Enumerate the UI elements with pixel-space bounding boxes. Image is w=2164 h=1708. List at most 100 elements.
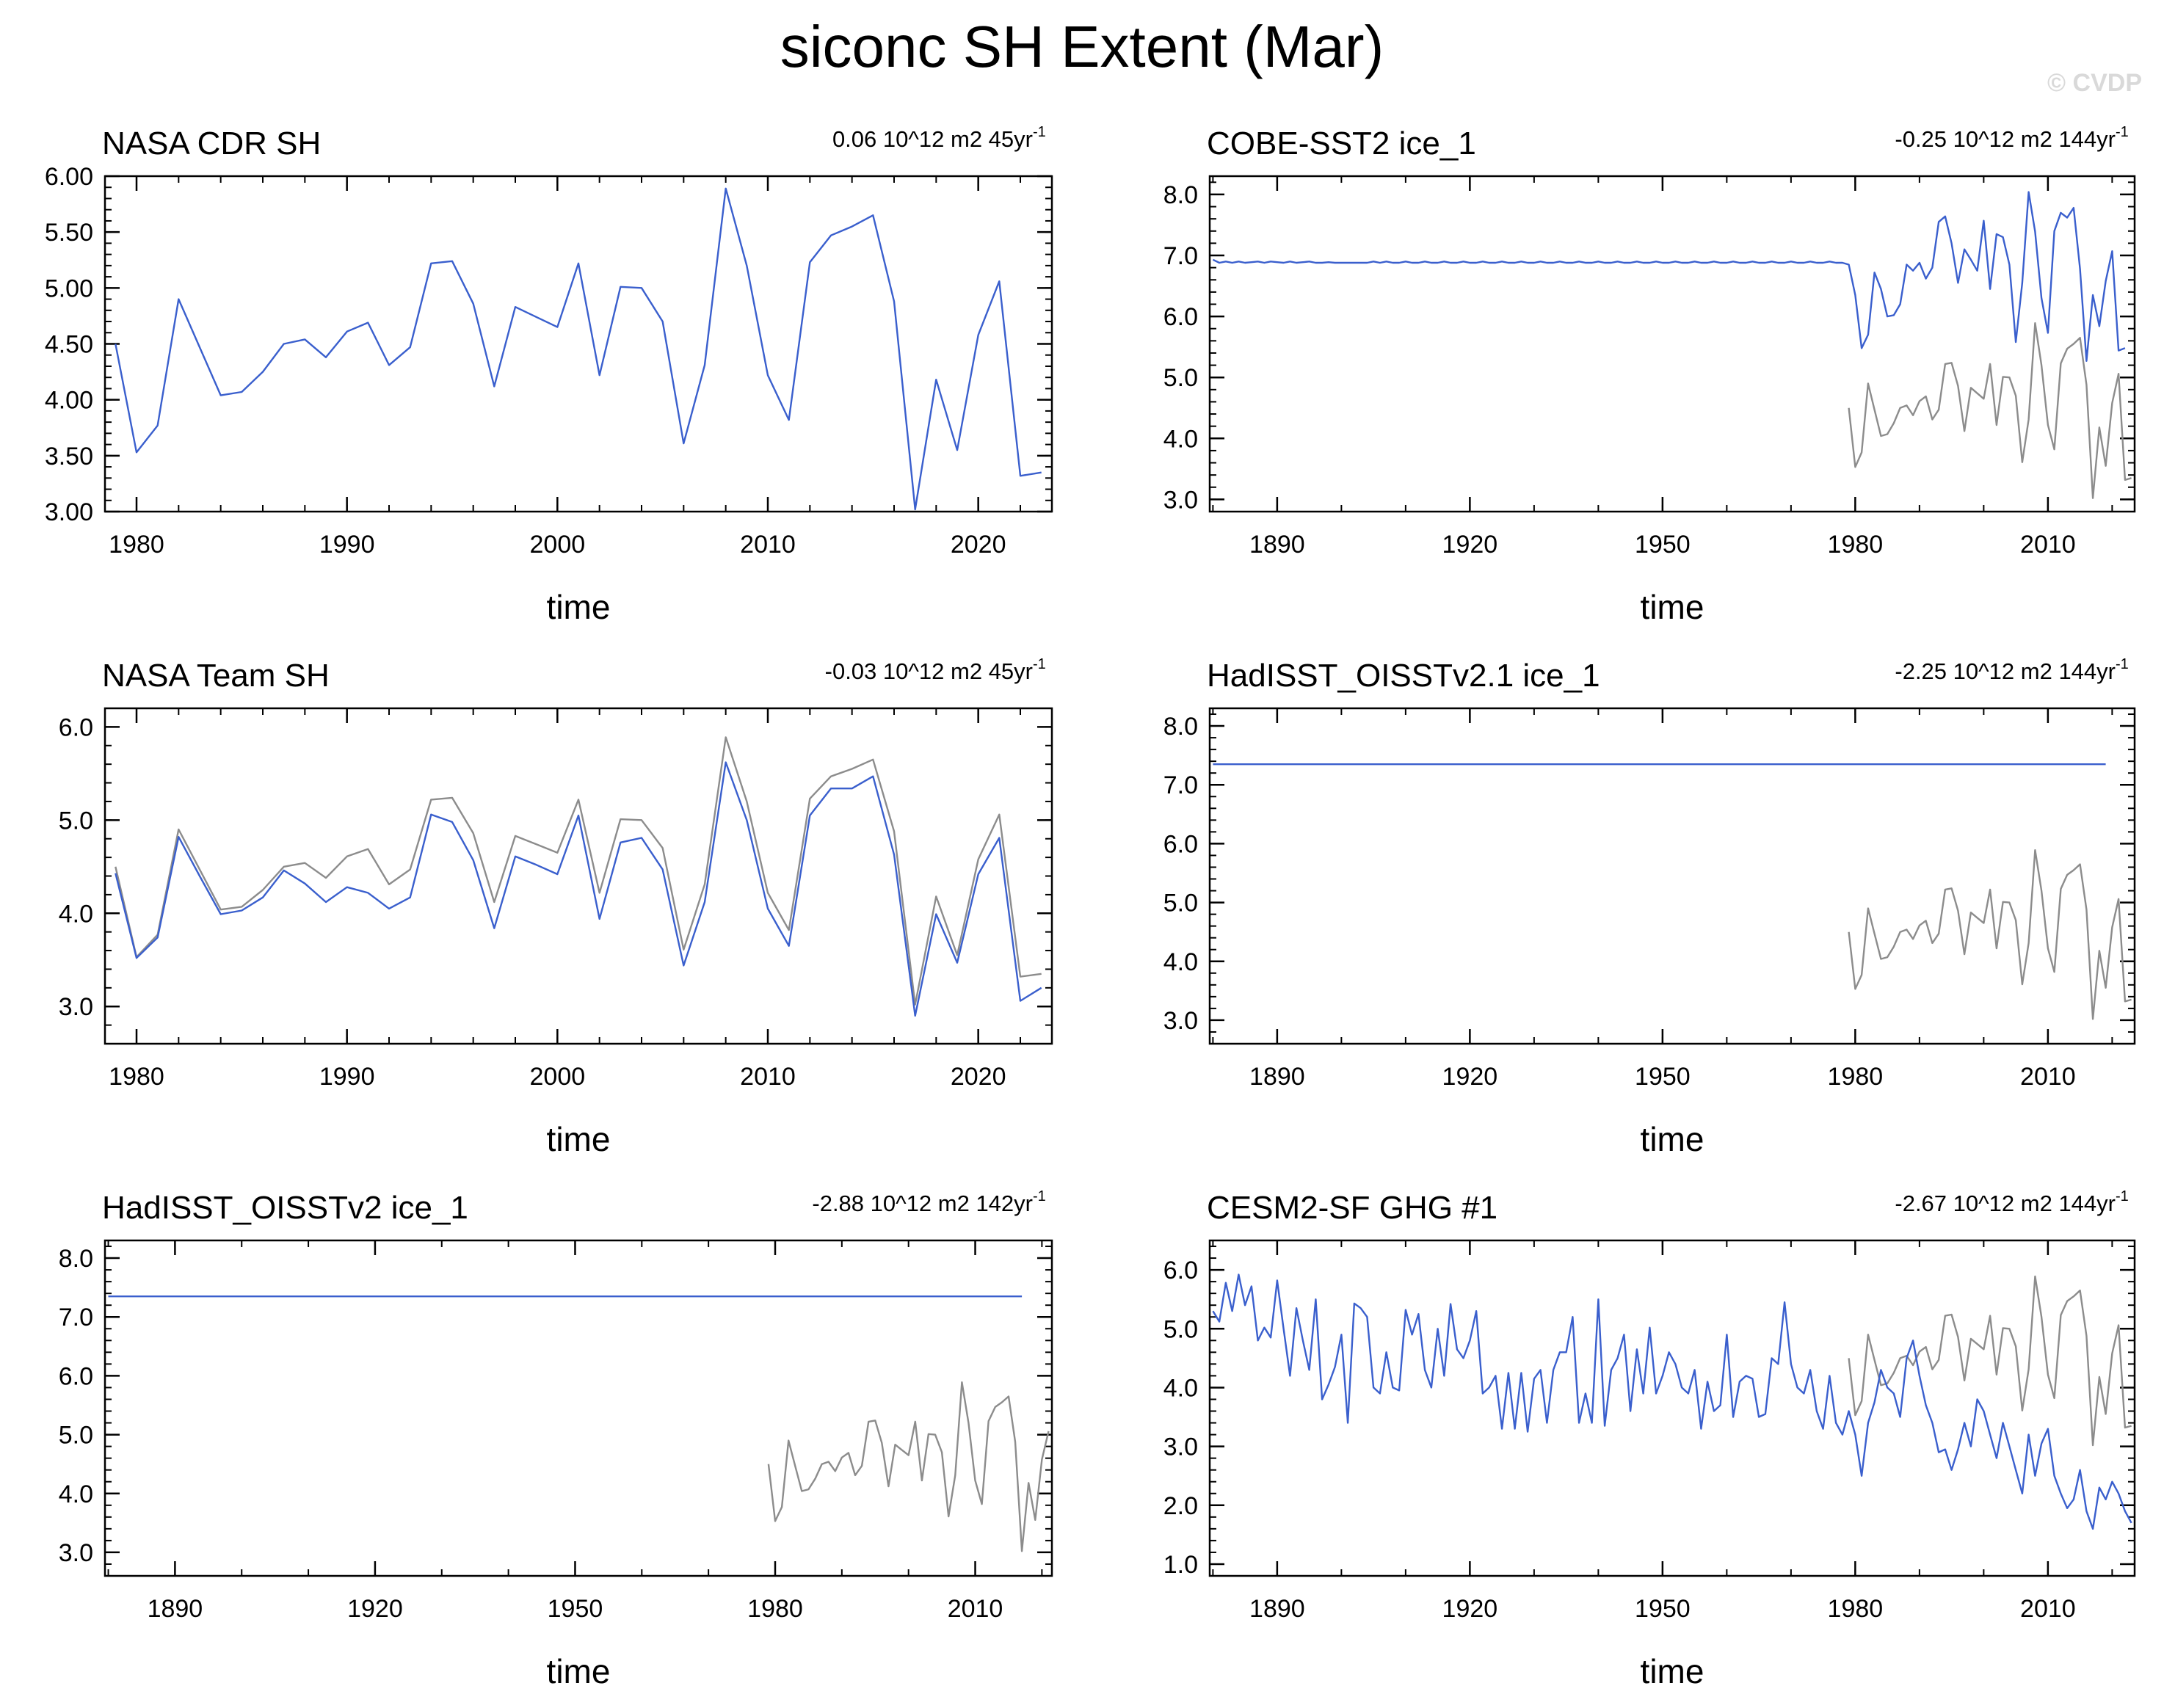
x-tick-label: 1980 xyxy=(1828,1595,1884,1623)
y-tick-label: 6.0 xyxy=(1163,1257,1198,1284)
series-line-reference xyxy=(1848,848,2132,1020)
y-tick-label: 3.0 xyxy=(1163,1007,1198,1035)
watermark: © CVDP xyxy=(2047,69,2142,97)
x-tick-label: 2010 xyxy=(2020,1595,2076,1623)
x-axis-label: time xyxy=(1641,1652,1704,1690)
plot-frame xyxy=(1208,175,2136,513)
y-tick-label: 7.0 xyxy=(1163,771,1198,799)
x-tick-label: 2000 xyxy=(530,531,586,559)
x-axis-label: time xyxy=(1641,1120,1704,1158)
y-tick-label: 5.0 xyxy=(59,807,93,835)
x-tick-label: 1980 xyxy=(747,1595,803,1623)
chart-panel-2: 1890 1920 1950 1980 2010 3.0 4.0 5.0 6.0 7.0 8.0 CO… xyxy=(1163,124,2136,626)
y-tick-label: 6.00 xyxy=(45,163,93,191)
x-tick-label: 1890 xyxy=(1249,531,1305,559)
chart-panel-5: 1890 1920 1950 1980 2010 3.0 4.0 5.0 6.0 7.0 8.0 Ha… xyxy=(59,1188,1053,1690)
y-tick-label: 8.0 xyxy=(1163,181,1198,209)
x-axis-label: time xyxy=(547,1120,611,1158)
x-tick-label: 2000 xyxy=(530,1063,586,1091)
x-tick-label: 1990 xyxy=(319,531,375,559)
y-tick-label: 6.0 xyxy=(1163,303,1198,331)
plot-frame xyxy=(104,1239,1053,1577)
x-tick-label: 2020 xyxy=(951,1063,1006,1091)
series-line-primary xyxy=(115,187,1042,511)
y-tick-label: 7.0 xyxy=(59,1304,93,1331)
x-axis-label: time xyxy=(547,1652,611,1690)
trend-exponent: -1 xyxy=(1033,1188,1046,1204)
trend-label: -2.67 10^12 m2 144yr xyxy=(1895,1191,2116,1216)
plot-frame xyxy=(1208,707,2136,1045)
x-tick-label: 1980 xyxy=(1828,1063,1884,1091)
y-tick-label: 1.0 xyxy=(1163,1551,1198,1579)
x-tick-label: 2010 xyxy=(948,1595,1003,1623)
y-tick-label: 3.50 xyxy=(45,443,93,470)
panel-title: HadISST_OISSTv2.1 ice_1 xyxy=(1207,658,1600,694)
page-title: siconc SH Extent (Mar) xyxy=(780,14,1384,79)
x-tick-label: 1920 xyxy=(1442,1063,1498,1091)
chart-panel-1: 1980 1990 2000 2010 2020 3.00 3.50 4.00 4.50 5.00… xyxy=(45,124,1053,626)
y-tick-label: 3.0 xyxy=(1163,486,1198,514)
x-tick-label: 1980 xyxy=(109,531,164,559)
trend-label: -2.25 10^12 m2 144yr xyxy=(1895,658,2116,684)
x-tick-label: 2010 xyxy=(2020,531,2076,559)
plot-frame xyxy=(104,707,1053,1045)
y-tick-label: 5.0 xyxy=(1163,890,1198,917)
x-tick-label: 2010 xyxy=(740,1063,796,1091)
x-tick-label: 1950 xyxy=(1635,531,1691,559)
panel-title: COBE-SST2 ice_1 xyxy=(1207,126,1476,161)
x-tick-label: 1990 xyxy=(319,1063,375,1091)
trend-exponent: -1 xyxy=(1033,656,1046,672)
trend-exponent: -1 xyxy=(2116,656,2129,672)
series-line-reference xyxy=(1848,322,2132,499)
x-tick-label: 1890 xyxy=(1249,1063,1305,1091)
y-tick-label: 4.0 xyxy=(59,900,93,928)
y-tick-label: 6.0 xyxy=(59,1362,93,1390)
y-tick-label: 4.00 xyxy=(45,387,93,415)
y-tick-label: 4.0 xyxy=(1163,1374,1198,1402)
y-tick-label: 3.0 xyxy=(59,993,93,1021)
x-axis-label: time xyxy=(547,588,611,626)
y-tick-label: 3.0 xyxy=(1163,1433,1198,1461)
series-line-reference xyxy=(115,736,1042,1006)
panel-title: HadISST_OISSTv2 ice_1 xyxy=(102,1190,468,1226)
y-tick-label: 2.0 xyxy=(1163,1492,1198,1520)
y-tick-label: 6.0 xyxy=(1163,830,1198,858)
panel-title: CESM2-SF GHG #1 xyxy=(1207,1190,1497,1226)
y-tick-label: 5.50 xyxy=(45,219,93,247)
x-tick-label: 1920 xyxy=(347,1595,403,1623)
x-tick-label: 1890 xyxy=(148,1595,203,1623)
x-tick-label: 1890 xyxy=(1249,1595,1305,1623)
x-tick-label: 2020 xyxy=(951,531,1006,559)
trend-exponent: -1 xyxy=(2116,124,2129,140)
trend-label: 0.06 10^12 m2 45yr xyxy=(832,126,1033,152)
y-tick-label: 4.50 xyxy=(45,331,93,359)
chart-panel-3: 1980 1990 2000 2010 2020 3.0 4.0 5.0 6.0 NASA Tea… xyxy=(59,656,1053,1158)
series-line-primary xyxy=(1212,191,2126,362)
chart-panel-6: 1890 1920 1950 1980 2010 1.0 2.0 3.0 4.0 5.0 6.0 CE… xyxy=(1163,1188,2136,1690)
y-tick-label: 8.0 xyxy=(1163,713,1198,741)
x-tick-label: 1980 xyxy=(109,1063,164,1091)
x-tick-label: 1920 xyxy=(1442,1595,1498,1623)
y-tick-label: 8.0 xyxy=(59,1245,93,1273)
x-axis-label: time xyxy=(1641,588,1704,626)
series-line-reference xyxy=(1848,1275,2132,1447)
trend-exponent: -1 xyxy=(2116,1188,2129,1204)
y-tick-label: 5.0 xyxy=(59,1422,93,1450)
y-tick-label: 4.0 xyxy=(1163,948,1198,976)
y-tick-label: 6.0 xyxy=(59,713,93,741)
trend-label: -0.03 10^12 m2 45yr xyxy=(825,658,1033,684)
series-line-primary xyxy=(1212,1273,2132,1530)
y-tick-label: 5.0 xyxy=(1163,1315,1198,1343)
series-line-reference xyxy=(767,1381,1050,1552)
y-tick-label: 5.0 xyxy=(1163,364,1198,392)
trend-exponent: -1 xyxy=(1033,124,1046,140)
y-tick-label: 3.0 xyxy=(59,1539,93,1567)
y-tick-label: 7.0 xyxy=(1163,242,1198,270)
x-tick-label: 1950 xyxy=(1635,1063,1691,1091)
trend-label: -2.88 10^12 m2 142yr xyxy=(812,1191,1033,1216)
y-tick-label: 3.00 xyxy=(45,498,93,526)
x-tick-label: 1920 xyxy=(1442,531,1498,559)
x-tick-label: 1950 xyxy=(1635,1595,1691,1623)
trend-label: -0.25 10^12 m2 144yr xyxy=(1895,126,2116,152)
